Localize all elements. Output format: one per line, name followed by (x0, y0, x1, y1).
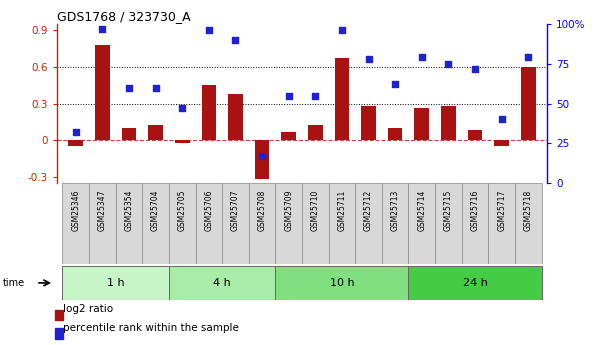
Text: GSM25704: GSM25704 (151, 189, 160, 231)
Point (97, 26, 107, 32)
Bar (63, 266, 169, 300)
Bar (148, 126, 163, 140)
Bar (335, 58, 349, 140)
Bar (409, 183, 435, 264)
Bar (89, 183, 115, 264)
Text: GSM25713: GSM25713 (391, 189, 400, 231)
Text: GSM25711: GSM25711 (337, 189, 346, 230)
Bar (495, 140, 509, 146)
Point (71, 129, 81, 135)
Bar (55, 328, 63, 339)
Bar (228, 94, 243, 140)
Bar (175, 140, 189, 142)
Point (417, 55, 427, 60)
Bar (169, 183, 195, 264)
Bar (468, 130, 483, 140)
Point (177, 106, 187, 111)
Bar (69, 140, 83, 146)
Text: GSM25707: GSM25707 (231, 189, 240, 231)
Text: 4 h: 4 h (213, 278, 231, 288)
Bar (63, 183, 89, 264)
Text: GDS1768 / 323730_A: GDS1768 / 323730_A (57, 10, 191, 23)
Bar (308, 126, 323, 140)
Bar (355, 183, 382, 264)
Bar (169, 266, 275, 300)
Text: GSM25346: GSM25346 (72, 189, 80, 231)
Bar (55, 310, 63, 320)
Bar (302, 183, 329, 264)
Bar (435, 183, 462, 264)
Text: GSM25716: GSM25716 (471, 189, 480, 231)
Bar (201, 85, 216, 140)
Bar (382, 183, 409, 264)
Text: 24 h: 24 h (463, 278, 487, 288)
Text: GSM25347: GSM25347 (98, 189, 107, 231)
Text: percentile rank within the sample: percentile rank within the sample (63, 323, 239, 333)
Bar (142, 183, 169, 264)
Point (231, 37, 240, 43)
Bar (521, 67, 535, 140)
Bar (415, 108, 429, 140)
Bar (489, 183, 515, 264)
Point (124, 85, 134, 90)
Point (523, 55, 533, 60)
Bar (515, 183, 542, 264)
Text: GSM25705: GSM25705 (178, 189, 187, 231)
Bar (115, 183, 142, 264)
Point (391, 82, 400, 87)
Text: time: time (3, 278, 25, 288)
Point (311, 93, 320, 98)
Bar (195, 183, 222, 264)
Text: GSM25714: GSM25714 (417, 189, 426, 231)
Point (337, 28, 347, 33)
Text: GSM25710: GSM25710 (311, 189, 320, 231)
Text: GSM25715: GSM25715 (444, 189, 453, 231)
Point (151, 85, 160, 90)
Bar (361, 106, 376, 140)
Text: GSM25708: GSM25708 (258, 189, 267, 231)
Bar (249, 183, 275, 264)
Text: GSM25354: GSM25354 (124, 189, 133, 231)
Text: log2 ratio: log2 ratio (63, 304, 113, 314)
Bar (388, 128, 403, 140)
Bar (95, 45, 109, 140)
Text: GSM25718: GSM25718 (524, 189, 532, 230)
Bar (121, 128, 136, 140)
Bar (275, 266, 409, 300)
Bar (409, 266, 542, 300)
Text: 10 h: 10 h (329, 278, 354, 288)
Text: GSM25712: GSM25712 (364, 189, 373, 230)
Bar (255, 140, 269, 179)
Point (497, 117, 507, 122)
Point (444, 61, 453, 67)
Bar (329, 183, 355, 264)
Bar (275, 183, 302, 264)
Bar (441, 106, 456, 140)
Bar (222, 183, 249, 264)
Bar (462, 183, 489, 264)
Point (284, 93, 293, 98)
Text: GSM25717: GSM25717 (497, 189, 506, 231)
Point (257, 153, 267, 159)
Text: GSM25709: GSM25709 (284, 189, 293, 231)
Point (470, 66, 480, 71)
Text: GSM25706: GSM25706 (204, 189, 213, 231)
Point (204, 28, 213, 33)
Text: 1 h: 1 h (107, 278, 124, 288)
Bar (281, 131, 296, 140)
Point (364, 56, 373, 62)
